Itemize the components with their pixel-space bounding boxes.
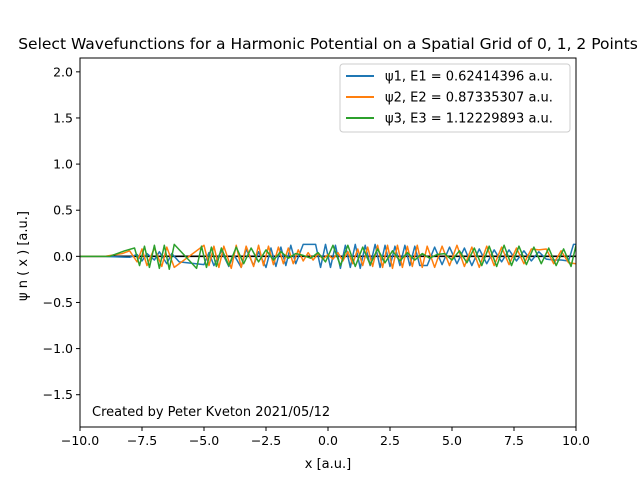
x-tick-label: 10.0: [562, 433, 590, 448]
y-tick-label: 0.0: [53, 249, 73, 264]
x-tick-label: −5.0: [189, 433, 219, 448]
x-tick-label: 7.5: [504, 433, 524, 448]
series-line-1: [80, 243, 576, 270]
legend-label-1: ψ1, E1 = 0.62414396 a.u.: [385, 70, 553, 85]
legend: ψ1, E1 = 0.62414396 a.u. ψ2, E2 = 0.87335…: [339, 63, 571, 133]
y-tick-label: −0.5: [43, 295, 73, 310]
series-line-3: [80, 243, 576, 270]
x-tick-label: −7.5: [127, 433, 157, 448]
legend-label-2: ψ2, E2 = 0.87335307 a.u.: [385, 91, 553, 106]
x-axis-label: x [a.u.]: [305, 457, 351, 472]
x-tick-label: 0.0: [318, 433, 338, 448]
legend-box: [339, 63, 571, 133]
x-tick-label: −2.5: [251, 433, 281, 448]
y-axis-label: ψ n ( x ) [a.u.]: [16, 211, 31, 301]
x-tick-label: 5.0: [442, 433, 462, 448]
chart-title: Select Wavefunctions for a Harmonic Pote…: [18, 35, 638, 53]
series-line-2: [80, 244, 576, 270]
y-tick-label: 1.5: [53, 110, 73, 125]
credit-annotation: Created by Peter Kveton 2021/05/12: [92, 405, 330, 420]
x-tick-label: 2.5: [380, 433, 400, 448]
x-tick-label: −10.0: [61, 433, 99, 448]
y-tick-label: −1.0: [43, 341, 73, 356]
y-tick-label: 0.5: [53, 203, 73, 218]
y-tick-label: −1.5: [43, 387, 73, 402]
y-tick-label: 2.0: [53, 64, 73, 79]
plot-area: −10.0 −7.5 −5.0 −2.5 0.0 2.5 5.0 7.5 10.0 −1.5 −1.…: [43, 57, 590, 448]
y-tick-label: 1.0: [53, 157, 73, 172]
legend-label-3: ψ3, E3 = 1.12229893 a.u.: [385, 112, 553, 127]
